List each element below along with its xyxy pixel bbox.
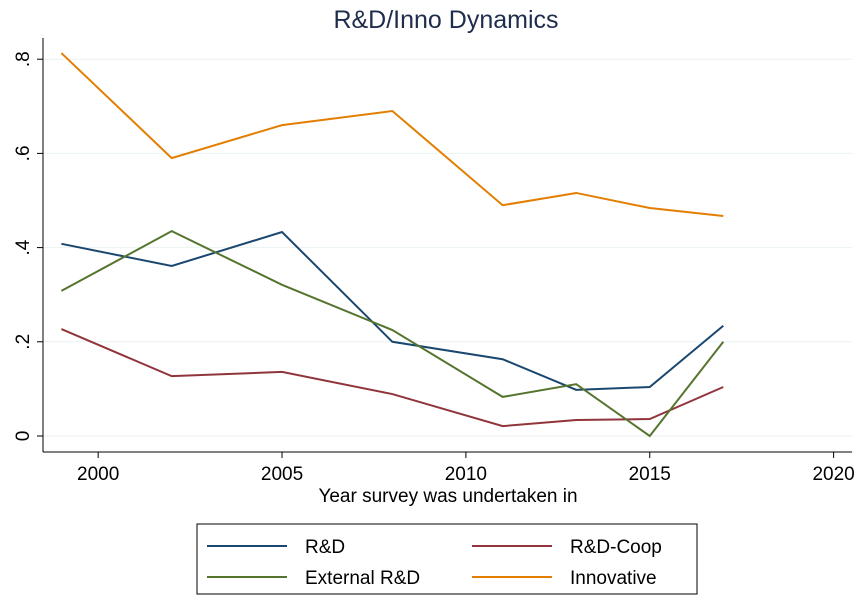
legend-label: R&D-Coop bbox=[570, 537, 662, 558]
x-tick-label: 2005 bbox=[261, 464, 303, 485]
series-line bbox=[60, 52, 724, 218]
x-tick-label: 2010 bbox=[445, 464, 487, 485]
legend-label: Innovative bbox=[570, 568, 657, 589]
y-tick-label: .2 bbox=[13, 334, 34, 350]
chart-title: R&D/Inno Dynamics bbox=[333, 6, 558, 34]
x-tick-label: 2020 bbox=[812, 464, 854, 485]
series-line bbox=[61, 230, 724, 391]
x-axis-label: Year survey was undertaken in bbox=[318, 486, 577, 507]
x-tick-label: 2000 bbox=[77, 464, 119, 485]
y-tick-label: 0 bbox=[13, 431, 34, 442]
legend-label: R&D bbox=[305, 537, 345, 558]
series-line bbox=[60, 229, 725, 438]
legend-box bbox=[196, 523, 698, 595]
y-tick-label: .6 bbox=[13, 145, 34, 161]
x-tick-label: 2015 bbox=[629, 464, 671, 485]
y-tick-label: .8 bbox=[13, 51, 34, 67]
legend-label: External R&D bbox=[305, 568, 420, 589]
y-tick-label: .4 bbox=[13, 239, 34, 255]
series-line bbox=[60, 328, 724, 428]
